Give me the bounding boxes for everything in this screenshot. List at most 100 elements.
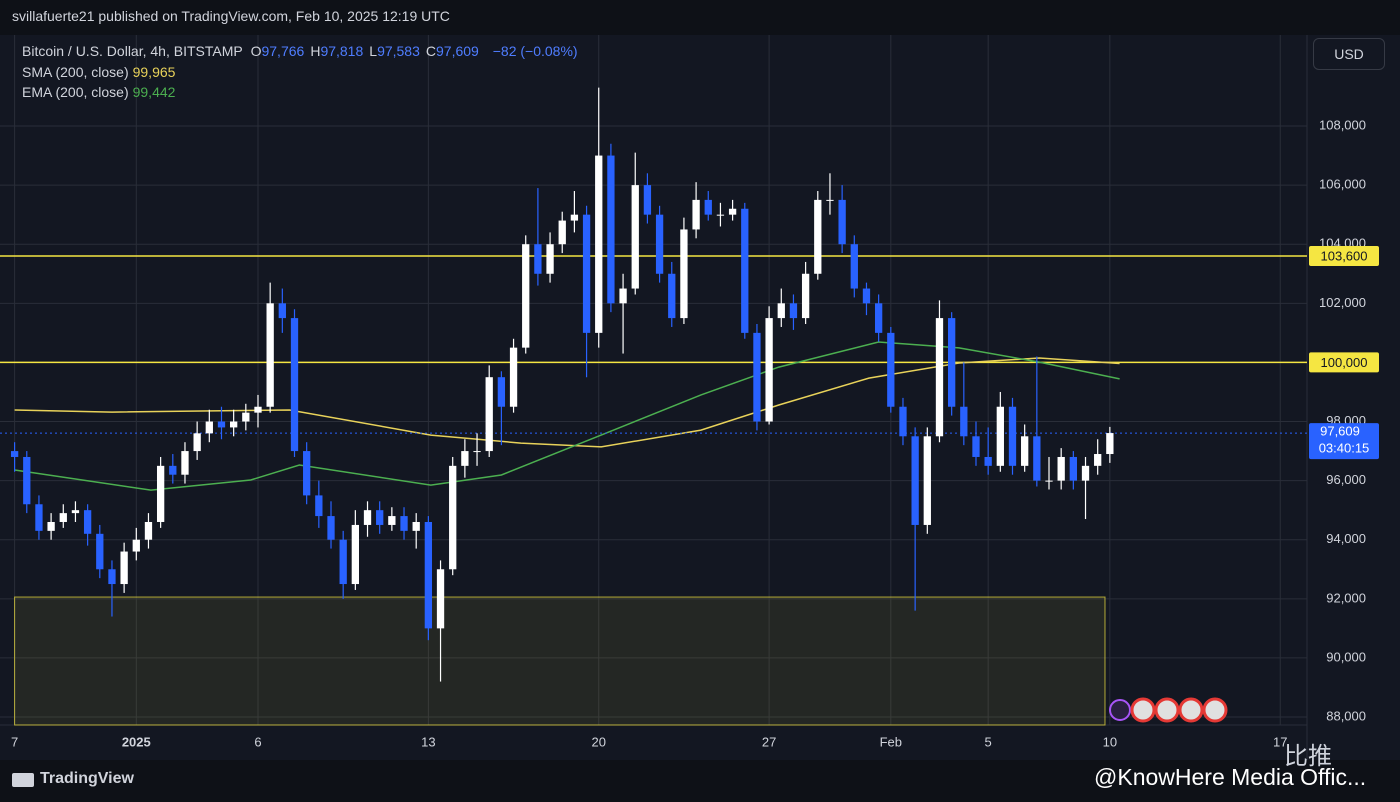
candle-body <box>716 214 725 216</box>
y-tick-label: 92,000 <box>1326 590 1366 605</box>
candle-body <box>1057 456 1065 481</box>
candle-body <box>935 318 944 437</box>
ohlc-value: 97,818 <box>320 43 364 59</box>
candle-body <box>205 421 213 434</box>
level-label: 100,000 <box>1321 355 1368 370</box>
candle-body <box>692 199 700 230</box>
footer-bar <box>0 760 1400 802</box>
y-tick-label: 94,000 <box>1326 531 1366 546</box>
candle-body <box>631 185 639 289</box>
candle-body <box>193 433 201 452</box>
currency-button[interactable]: USD <box>1313 38 1385 70</box>
indicator-value: 99,965 <box>132 64 176 80</box>
indicator-row: EMA (200, close) 99,442 <box>22 84 179 100</box>
x-tick-label: 5 <box>985 734 992 749</box>
x-tick-label: 17 <box>1273 734 1287 749</box>
footer-logo: TradingView <box>40 770 134 787</box>
x-tick-label: Feb <box>880 734 902 749</box>
candle-body <box>911 436 919 525</box>
candle-body <box>948 318 956 407</box>
candle-body <box>850 244 858 289</box>
candle-body <box>388 516 396 525</box>
candle-body <box>680 229 688 319</box>
level-tag <box>1309 352 1379 373</box>
candle-body <box>765 318 773 422</box>
candle-body <box>582 214 591 333</box>
candle-body <box>534 244 542 274</box>
x-tick-label: 20 <box>592 734 606 749</box>
candle-body <box>899 406 907 437</box>
candle-body <box>838 199 846 245</box>
candle-body <box>923 436 931 525</box>
candle-body <box>315 495 323 517</box>
candle-body <box>47 521 55 531</box>
publisher: svillafuerte21 published on TradingView.… <box>12 8 450 24</box>
candle-body <box>278 303 286 319</box>
candle-body <box>461 451 469 466</box>
y-tick-label: 90,000 <box>1326 649 1366 664</box>
y-tick-label: 102,000 <box>1319 295 1366 310</box>
change: −82 (−0.08%) <box>492 43 578 59</box>
last-price-label: 97,609 <box>1320 424 1360 439</box>
candle-body <box>801 273 810 319</box>
support-zone <box>14 596 1106 726</box>
y-tick-label: 108,000 <box>1319 117 1366 132</box>
candle-body <box>120 551 128 585</box>
candle-body <box>1008 406 1017 466</box>
candle-body <box>668 273 676 319</box>
candle-body <box>753 332 761 422</box>
candle-body <box>144 521 153 540</box>
candle-body <box>619 288 627 304</box>
candle-body <box>351 524 359 585</box>
candle-body <box>1069 456 1077 481</box>
candle-body <box>230 421 238 428</box>
candle-body <box>376 510 384 525</box>
candle-body <box>655 214 664 274</box>
candle-body <box>1033 436 1041 481</box>
candle-body <box>156 465 165 522</box>
candle-body <box>169 465 177 475</box>
candle-body <box>887 332 895 407</box>
ohlc-values: O97,766 H97,818 L97,583 C97,609 <box>251 43 485 59</box>
candle-body <box>570 214 579 221</box>
candle-body <box>607 155 615 304</box>
countdown-label: 03:40:15 <box>1319 441 1370 456</box>
candle-body <box>449 465 457 570</box>
candle-body <box>35 504 43 531</box>
candle-body <box>412 521 420 531</box>
candle-body <box>1106 433 1114 455</box>
candle-body <box>254 406 262 413</box>
indicator-name: EMA (200, close) <box>22 84 129 100</box>
candle-body <box>83 510 92 534</box>
candle-body <box>266 303 274 407</box>
candle-body <box>400 516 408 531</box>
x-tick-label: 10 <box>1103 734 1117 749</box>
watermark-site: 比推 <box>1284 743 1332 770</box>
candle-body <box>960 406 968 437</box>
x-tick-label: 7 <box>11 734 18 749</box>
candle-body <box>741 208 749 333</box>
y-tick-label: 106,000 <box>1319 177 1366 192</box>
candle-body <box>643 185 652 215</box>
indicator-legend: SMA (200, close) 99,965 EMA (200, close) 99… <box>22 64 179 104</box>
x-tick-label: 27 <box>762 734 776 749</box>
candle-body <box>363 510 372 525</box>
candle-body <box>1081 465 1090 481</box>
candle-body <box>71 510 80 514</box>
indicator-line <box>14 341 1120 491</box>
candle-body <box>485 377 493 452</box>
watermark-account: @KnowHere Media Offic... <box>1094 764 1367 790</box>
y-tick-label: 88,000 <box>1326 708 1366 723</box>
candle-body <box>595 155 603 333</box>
candle-body <box>1021 436 1029 466</box>
x-tick-label: 6 <box>254 734 261 749</box>
candle-body <box>327 516 335 540</box>
candle-body <box>473 451 481 453</box>
candle-body <box>424 521 433 629</box>
ohlc-key: C <box>425 43 437 59</box>
candle-body <box>217 421 226 428</box>
level-tag <box>1309 246 1379 267</box>
ohlc-value: 97,583 <box>377 43 420 59</box>
ohlc-key: O <box>250 43 262 59</box>
